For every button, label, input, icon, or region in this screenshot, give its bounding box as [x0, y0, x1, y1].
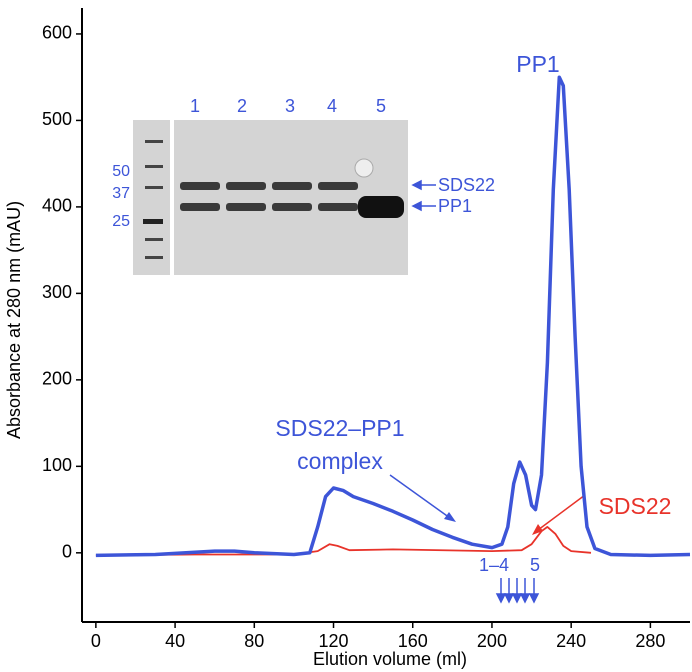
annotation: 1–4: [479, 555, 509, 575]
y-tick-label: 100: [42, 455, 72, 475]
lane-label: 5: [376, 96, 386, 116]
x-tick-label: 240: [556, 631, 586, 651]
x-axis-title: Elution volume (ml): [313, 649, 467, 669]
y-tick-label: 300: [42, 282, 72, 302]
series-line: [95, 526, 592, 557]
band-label: SDS22: [438, 175, 495, 195]
annotation: SDS22: [599, 493, 672, 519]
y-tick-label: 0: [62, 542, 72, 562]
x-tick-label: 80: [244, 631, 264, 651]
x-tick-label: 40: [165, 631, 185, 651]
series-line: [95, 75, 691, 558]
y-axis-title: Absorbance at 280 nm (mAU): [4, 201, 24, 439]
annotation: complex: [297, 448, 383, 474]
marker-label: 37: [112, 185, 130, 202]
x-tick-label: 0: [91, 631, 101, 651]
marker-label: 25: [112, 213, 130, 230]
annotation-arrows: [389, 474, 586, 604]
x-tick-label: 120: [318, 631, 348, 651]
y-tick-label: 400: [42, 196, 72, 216]
y-tick-label: 200: [42, 369, 72, 389]
gel-inset: 1 2 3 4 5 50 37 25 SDS22 PP1: [112, 96, 495, 275]
x-tick-label: 160: [398, 631, 428, 651]
lane-label: 1: [190, 96, 200, 116]
lane-label: 3: [285, 96, 295, 116]
annotation: 5: [530, 555, 540, 575]
marker-label: 50: [112, 163, 130, 180]
band-label: PP1: [438, 196, 472, 216]
annotation: SDS22–PP1: [275, 415, 404, 441]
lane-label: 2: [237, 96, 247, 116]
x-tick-label: 200: [477, 631, 507, 651]
annotation: PP1: [516, 51, 559, 77]
y-tick-label: 500: [42, 109, 72, 129]
lane-label: 4: [327, 96, 337, 116]
y-tick-label: 600: [42, 23, 72, 43]
x-tick-label: 280: [635, 631, 665, 651]
